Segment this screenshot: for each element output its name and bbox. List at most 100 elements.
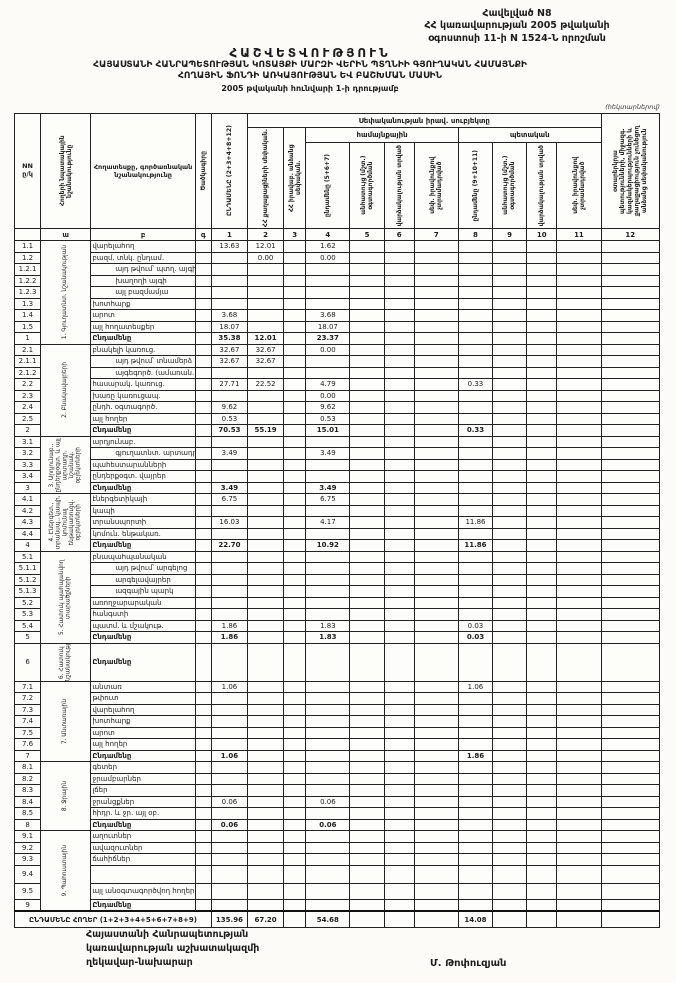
value-cell bbox=[383, 910, 415, 928]
value-cell bbox=[305, 738, 351, 751]
value-cell bbox=[247, 286, 285, 299]
value-cell bbox=[492, 470, 528, 483]
value-cell bbox=[413, 389, 459, 402]
value-cell bbox=[349, 596, 385, 609]
value-cell bbox=[210, 435, 249, 448]
value-cell bbox=[457, 286, 494, 299]
value-cell: 0.03 bbox=[457, 631, 494, 644]
value-cell bbox=[349, 830, 385, 843]
section-label-cell: 5. Հատուկ պահպանվող տարածքների bbox=[40, 550, 92, 644]
value-cell bbox=[383, 539, 415, 552]
value-cell bbox=[556, 573, 602, 586]
value-cell bbox=[600, 539, 661, 552]
code-cell bbox=[194, 412, 212, 425]
section-label: 6. Հատուկ նշանակության bbox=[59, 643, 72, 681]
value-cell bbox=[349, 807, 385, 820]
value-cell bbox=[413, 504, 459, 517]
row-label-cell: Ընդամենը bbox=[90, 818, 196, 831]
row-number-cell: 2.4 bbox=[13, 401, 42, 414]
row-number-cell: 4.2 bbox=[13, 504, 42, 517]
value-cell bbox=[349, 550, 385, 563]
value-cell bbox=[600, 343, 661, 356]
value-cell bbox=[349, 263, 385, 276]
table-row: 4.1 4. Էներգետ., տրանսպ., կապի, կոմունալ … bbox=[13, 493, 661, 552]
value-cell bbox=[247, 830, 285, 843]
row-label-cell: պատմ. և մշակութ. bbox=[90, 619, 196, 632]
value-cell bbox=[492, 458, 528, 471]
value-cell: 1.83 bbox=[305, 619, 351, 632]
value-cell bbox=[492, 807, 528, 820]
table-row: 7.2 թփուտ bbox=[13, 692, 661, 705]
value-cell bbox=[413, 761, 459, 774]
value-cell bbox=[492, 631, 528, 644]
value-cell bbox=[210, 562, 249, 575]
row-number-cell: 5 bbox=[13, 631, 42, 644]
row-number-cell: 7.3 bbox=[13, 703, 42, 716]
value-cell bbox=[349, 692, 385, 705]
value-cell bbox=[413, 447, 459, 460]
value-cell bbox=[305, 703, 351, 716]
value-cell bbox=[600, 424, 661, 437]
value-cell bbox=[349, 882, 385, 900]
value-cell bbox=[210, 715, 249, 728]
value-cell bbox=[457, 274, 494, 287]
value-cell bbox=[457, 703, 494, 716]
code-cell bbox=[194, 853, 212, 866]
value-cell: 4.17 bbox=[305, 516, 351, 529]
value-cell bbox=[526, 355, 558, 368]
value-cell bbox=[526, 263, 558, 276]
row-label-cell bbox=[90, 864, 196, 884]
code-cell bbox=[194, 504, 212, 517]
value-cell bbox=[247, 435, 285, 448]
table-row: 5.1.2 արգելավայրեր bbox=[13, 573, 661, 586]
row-number-cell: 8.3 bbox=[13, 784, 42, 797]
code-cell bbox=[194, 516, 212, 529]
table-row: 2 Ընդամենը 70.53 55.19 15.01 0.33 bbox=[13, 424, 661, 437]
value-cell bbox=[283, 749, 307, 762]
column-header-community-total: ընդամենը (5+6+7) bbox=[305, 142, 351, 229]
value-cell bbox=[492, 539, 528, 552]
section-label-cell: 6. Հատուկ նշանակության bbox=[40, 642, 92, 682]
column-header-citizens: ՀՀ քաղաքացիների սեփական. bbox=[247, 127, 285, 229]
row-number-cell: 1.3 bbox=[13, 297, 42, 310]
column-index: 8 bbox=[457, 228, 494, 241]
value-cell bbox=[600, 412, 661, 425]
table-row: 2.3 խառը կառուցապ. 0.00 bbox=[13, 389, 661, 402]
appendix-line: Հավելված N8 bbox=[482, 8, 552, 19]
row-number-cell: 8.2 bbox=[13, 772, 42, 785]
value-cell bbox=[383, 772, 415, 785]
value-cell bbox=[247, 807, 285, 820]
value-cell bbox=[413, 343, 459, 356]
row-label-cell: բազմ. տնկ. ընդամ. bbox=[90, 251, 196, 264]
table-row: 7.6 այլ հողեր bbox=[13, 738, 661, 751]
row-number-cell: 3.2 bbox=[13, 447, 42, 460]
value-cell bbox=[413, 642, 459, 682]
value-cell bbox=[349, 274, 385, 287]
row-number-cell: 9.3 bbox=[13, 853, 42, 866]
value-cell bbox=[526, 795, 558, 808]
code-cell bbox=[194, 366, 212, 379]
value-cell bbox=[383, 527, 415, 540]
value-cell bbox=[600, 703, 661, 716]
section-label: 3. Արդյունաբ., ընդերքօգտ. և այլ արտադր. … bbox=[49, 437, 82, 492]
table-row: 9.5 այլ անօգտագործվող հողեր bbox=[13, 882, 661, 900]
code-cell bbox=[194, 772, 212, 785]
value-cell bbox=[492, 608, 528, 621]
value-cell bbox=[210, 504, 249, 517]
value-cell: 0.53 bbox=[210, 412, 249, 425]
row-number-cell: 4.3 bbox=[13, 516, 42, 529]
value-cell bbox=[413, 332, 459, 345]
value-cell bbox=[600, 631, 661, 644]
value-cell: 32.67 bbox=[210, 343, 249, 356]
value-cell bbox=[492, 864, 528, 884]
value-cell: 11.86 bbox=[457, 516, 494, 529]
table-row: 8.2 ջրամբարներ bbox=[13, 772, 661, 785]
value-cell bbox=[349, 539, 385, 552]
value-cell bbox=[210, 807, 249, 820]
value-cell bbox=[305, 692, 351, 705]
value-cell bbox=[556, 631, 602, 644]
value-cell bbox=[383, 366, 415, 379]
value-cell bbox=[247, 585, 285, 598]
value-cell bbox=[457, 332, 494, 345]
value-cell bbox=[247, 320, 285, 333]
